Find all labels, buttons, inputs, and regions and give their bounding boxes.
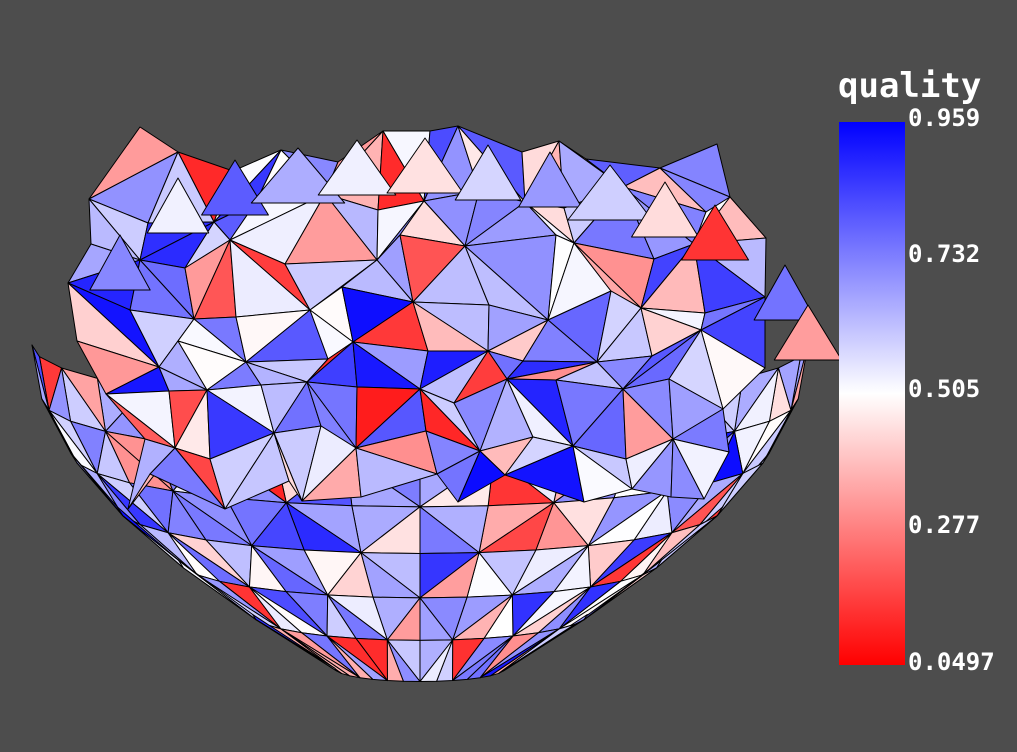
colorbar-tick-4: 0.277 — [908, 511, 981, 539]
mesh-triangle-371 — [753, 264, 817, 321]
mesh-triangle-366 — [454, 144, 522, 201]
mesh-triangle-351 — [457, 450, 506, 503]
mesh-triangle-171 — [452, 635, 514, 682]
mesh-triangle-361 — [146, 177, 210, 234]
mesh-triangle-179 — [386, 639, 404, 682]
mesh-triangle-369 — [631, 181, 699, 238]
colorbar-tick-2: 0.732 — [908, 240, 981, 268]
mesh-triangle-183 — [326, 635, 374, 680]
mesh-triangle-365 — [386, 137, 464, 194]
mesh-triangle-359 — [670, 438, 705, 500]
mesh-triangle-343 — [273, 432, 303, 502]
mesh-triangle-367 — [518, 151, 582, 208]
mesh-triangle-363 — [250, 147, 346, 204]
mesh-triangle-167 — [479, 628, 560, 679]
mesh-triangle-347 — [355, 447, 438, 498]
mesh-triangle-187 — [280, 628, 350, 677]
mesh-triangle-364 — [317, 139, 397, 196]
colorbar-tick-mid: 0.505 — [908, 375, 981, 403]
mesh-triangle-370 — [680, 204, 750, 261]
mesh-triangle-360 — [89, 234, 151, 291]
mesh-triangle-368 — [567, 164, 653, 221]
mesh-triangle-175 — [419, 639, 454, 683]
mesh-triangle-362 — [201, 159, 269, 216]
colorbar-tick-min: 0.0497 — [908, 648, 995, 676]
colorbar — [839, 122, 905, 665]
mesh-triangle-372 — [773, 304, 843, 361]
colorbar-title: quality — [838, 66, 982, 106]
mesh-triangle-339 — [149, 447, 226, 510]
mesh-triangle-191 — [255, 619, 338, 672]
mesh-triangle-355 — [572, 445, 633, 503]
colorbar-gradient — [839, 122, 905, 665]
colorbar-tick-max: 0.959 — [908, 104, 981, 132]
